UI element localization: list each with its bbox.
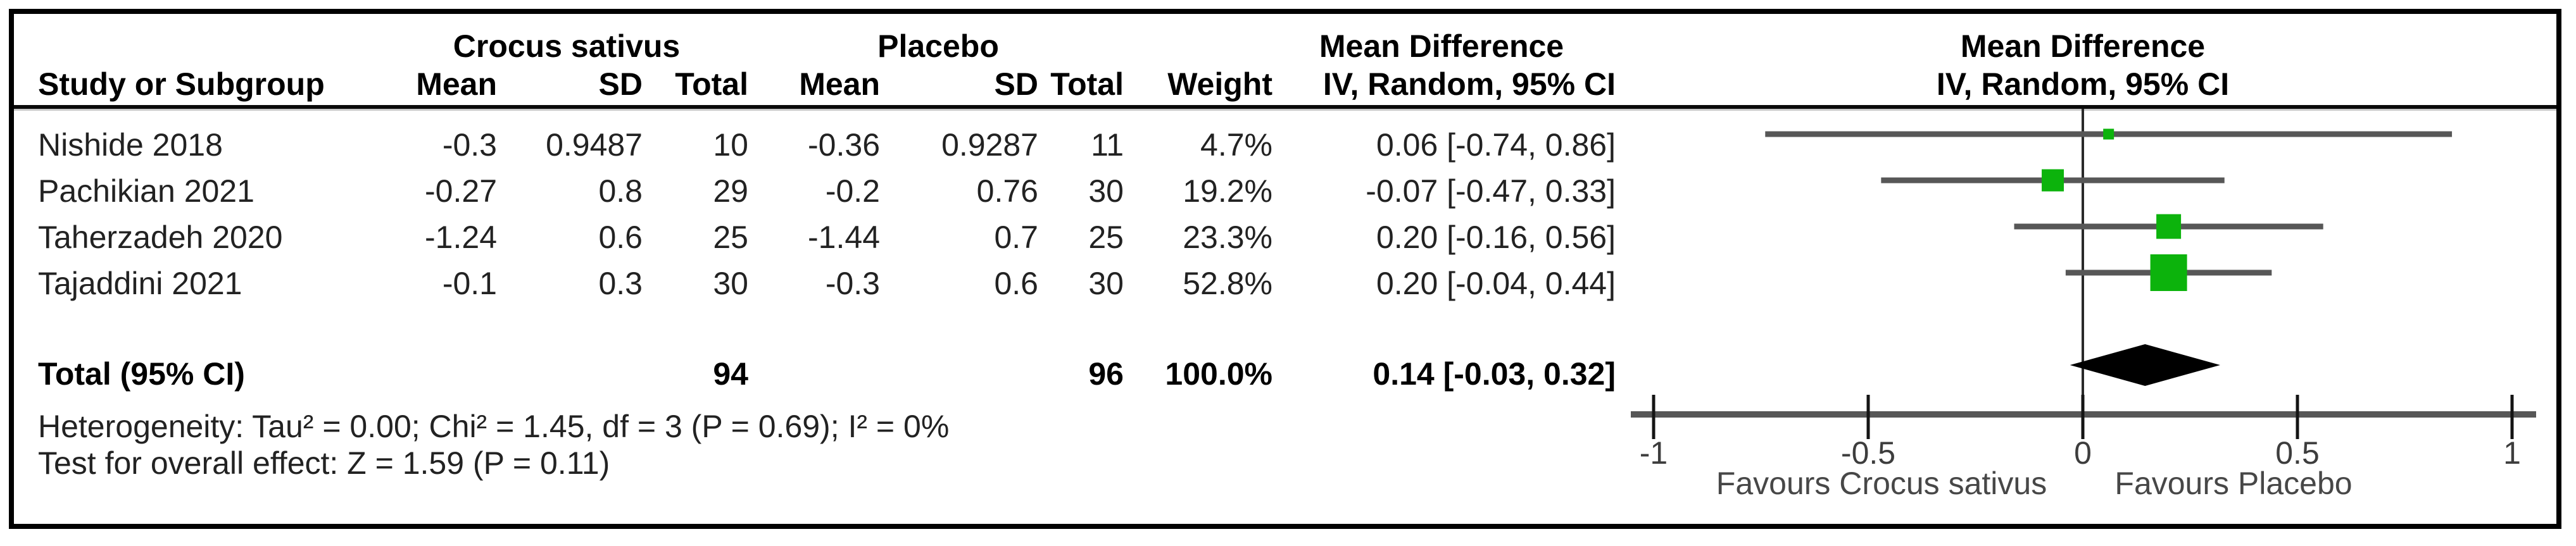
- treatment-mean: -1.24: [425, 220, 497, 255]
- treatment-total: 25: [713, 220, 748, 255]
- control-sd: 0.7: [994, 220, 1038, 255]
- point-estimate-square: [2156, 214, 2182, 239]
- table-row-tajaddini: Tajaddini 2021 -0.1 0.3 30 -0.3 0.6 30 5…: [0, 265, 2576, 302]
- control-mean: -0.3: [825, 266, 880, 301]
- overall-effect-note: Test for overall effect: Z = 1.59 (P = 0…: [38, 445, 610, 481]
- weight-column-header: Weight: [1167, 66, 1272, 102]
- treatment-sd: 0.3: [598, 266, 643, 301]
- weight-value: 52.8%: [1183, 266, 1272, 301]
- total-weight: 100.0%: [1165, 356, 1272, 392]
- effect-text-header-line2: IV, Random, 95% CI: [1323, 66, 1616, 102]
- treatment-total: 29: [713, 173, 748, 209]
- control-mean: -1.44: [808, 220, 880, 255]
- heterogeneity-note: Heterogeneity: Tau² = 0.00; Chi² = 1.45,…: [38, 409, 950, 444]
- control-mean-header: Mean: [799, 66, 880, 102]
- table-row-pachikian: Pachikian 2021 -0.27 0.8 29 -0.2 0.76 30…: [0, 173, 2576, 209]
- total-control-n: 96: [1088, 356, 1124, 392]
- figure-border-frame: [9, 9, 2561, 529]
- effect-estimate-text: 0.20 [-0.04, 0.44]: [1376, 266, 1616, 301]
- axis-tick: [2510, 395, 2514, 439]
- weight-value: 19.2%: [1183, 173, 1272, 209]
- favours-left-label: Favours Crocus sativus: [1716, 466, 2047, 501]
- effect-estimate-text: 0.20 [-0.16, 0.56]: [1376, 220, 1616, 255]
- axis-tick: [2081, 395, 2085, 439]
- control-sd: 0.76: [976, 173, 1038, 209]
- point-estimate-square: [2150, 254, 2187, 291]
- treatment-mean: -0.27: [425, 173, 497, 209]
- control-group-header: Placebo: [877, 28, 999, 64]
- study-name: Pachikian 2021: [38, 173, 254, 209]
- control-sd: 0.9287: [941, 127, 1038, 163]
- control-total: 30: [1088, 173, 1124, 209]
- treatment-mean: -0.3: [442, 127, 497, 163]
- study-name: Nishide 2018: [38, 127, 223, 163]
- treatment-total: 30: [713, 266, 748, 301]
- treatment-mean-header: Mean: [416, 66, 497, 102]
- axis-tick: [1652, 395, 1656, 439]
- point-estimate-square: [2103, 128, 2114, 140]
- total-treatment-n: 94: [713, 356, 748, 392]
- total-row: Total (95% CI) 94 96 100.0% 0.14 [-0.03,…: [0, 356, 2576, 392]
- treatment-sd: 0.9487: [546, 127, 643, 163]
- table-row-nishide: Nishide 2018 -0.3 0.9487 10 -0.36 0.9287…: [0, 127, 2576, 163]
- treatment-group-header: Crocus sativus: [453, 28, 681, 64]
- control-total: 30: [1088, 266, 1124, 301]
- effect-estimate-text: -0.07 [-0.47, 0.33]: [1366, 173, 1616, 209]
- study-column-header: Study or Subgroup: [38, 66, 325, 102]
- axis-tick: [1866, 395, 1870, 439]
- treatment-total-header: Total: [675, 66, 748, 102]
- control-total: 25: [1088, 220, 1124, 255]
- effect-plot-header-line2: IV, Random, 95% CI: [1936, 66, 2230, 102]
- control-total: 11: [1091, 127, 1124, 163]
- effect-plot-header-line1: Mean Difference: [1960, 28, 2206, 64]
- favours-right-label: Favours Placebo: [2114, 466, 2353, 501]
- header-separator-line: [14, 105, 2556, 111]
- total-label: Total (95% CI): [38, 356, 245, 392]
- total-effect-estimate-text: 0.14 [-0.03, 0.32]: [1373, 356, 1616, 392]
- treatment-sd-header: SD: [598, 66, 643, 102]
- study-name: Tajaddini 2021: [38, 266, 242, 301]
- table-row-taherzadeh: Taherzadeh 2020 -1.24 0.6 25 -1.44 0.7 2…: [0, 219, 2576, 256]
- control-sd: 0.6: [994, 266, 1038, 301]
- effect-estimate-text: 0.06 [-0.74, 0.86]: [1376, 127, 1616, 163]
- control-mean: -0.2: [825, 173, 880, 209]
- treatment-sd: 0.6: [598, 220, 643, 255]
- treatment-total: 10: [713, 127, 748, 163]
- treatment-mean: -0.1: [442, 266, 497, 301]
- axis-tick: [2296, 395, 2299, 439]
- control-total-header: Total: [1050, 66, 1124, 102]
- control-mean: -0.36: [808, 127, 880, 163]
- column-header-row: Study or Subgroup Mean SD Total Mean SD …: [0, 66, 2576, 102]
- control-sd-header: SD: [994, 66, 1038, 102]
- study-name: Taherzadeh 2020: [38, 220, 283, 255]
- treatment-sd: 0.8: [598, 173, 643, 209]
- group-header-row: Crocus sativus Placebo Mean Difference M…: [0, 28, 2576, 65]
- effect-text-header-line1: Mean Difference: [1319, 28, 1564, 64]
- weight-value: 4.7%: [1200, 127, 1272, 163]
- pooled-effect-diamond: [2070, 344, 2220, 386]
- point-estimate-square: [2042, 169, 2064, 192]
- weight-value: 23.3%: [1183, 220, 1272, 255]
